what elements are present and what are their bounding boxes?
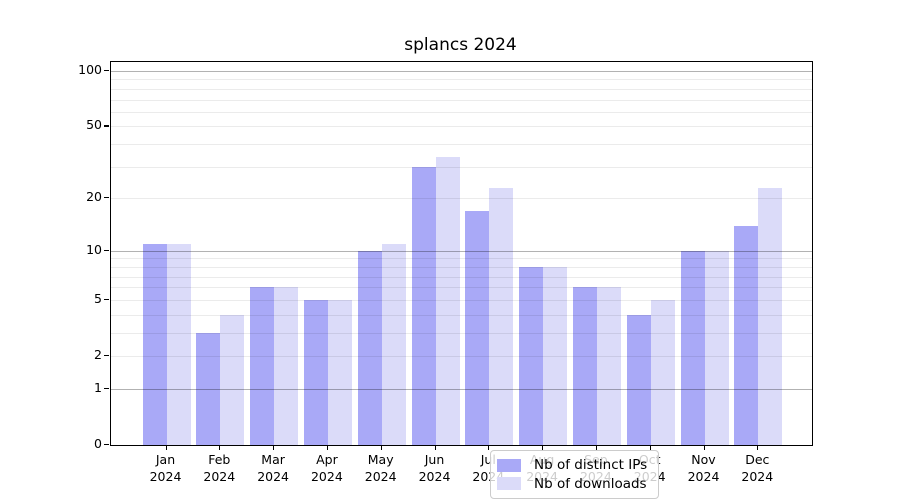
y-tick-mark-1 xyxy=(104,387,109,389)
bar-ips-mar xyxy=(250,287,275,445)
gridline-60 xyxy=(111,111,812,113)
x-tick-label-may: May 2024 xyxy=(364,452,397,484)
x-tick-label-mar: Mar 2024 xyxy=(257,452,289,484)
x-tick-mark-aug xyxy=(542,445,544,450)
gridline-80 xyxy=(111,88,812,90)
x-tick-label-jan: Jan 2024 xyxy=(149,452,182,484)
bar-ips-may xyxy=(357,250,382,445)
y-tick-label-10: 10 xyxy=(86,241,102,257)
y-tick-label-1: 1 xyxy=(94,379,102,395)
bar-ips-oct xyxy=(626,314,651,445)
bar-ips-apr xyxy=(303,299,328,445)
legend-swatch-distinct-ips xyxy=(497,458,521,472)
gridline-70 xyxy=(111,99,812,101)
legend-entry-distinct-ips: Nb of distinct IPs xyxy=(497,457,650,473)
bar-ips-dec xyxy=(734,225,759,445)
y-tick-mark-100 xyxy=(104,70,109,72)
legend-entry-downloads: Nb of downloads xyxy=(497,476,650,492)
legend-swatch-downloads xyxy=(497,477,521,491)
gridline-4 xyxy=(111,314,812,316)
bar-ips-nov xyxy=(680,250,705,445)
x-tick-mark-sep xyxy=(595,445,598,450)
bar-ips-aug xyxy=(519,266,544,445)
y-tick-label-0: 0 xyxy=(94,436,102,451)
chart-title: splancs 2024 xyxy=(404,35,517,55)
x-tick-mark-jan xyxy=(165,445,167,450)
y-tick-label-5: 5 xyxy=(94,290,102,306)
bar-ips-jan xyxy=(142,243,167,445)
bar-dl-feb xyxy=(220,314,245,445)
bar-dl-oct xyxy=(650,299,675,445)
x-tick-mark-jun xyxy=(434,445,436,450)
y-tick-mark-0 xyxy=(104,444,109,446)
gridline-3 xyxy=(111,332,812,334)
y-tick-label-2: 2 xyxy=(94,347,102,362)
x-tick-label-jun: Jun 2024 xyxy=(418,452,451,484)
y-tick-mark-5 xyxy=(104,298,109,300)
y-tick-mark-10 xyxy=(104,249,109,251)
x-tick-label-feb: Feb 2024 xyxy=(203,452,236,484)
bar-dl-dec xyxy=(758,187,783,445)
bar-dl-mar xyxy=(274,287,299,445)
bar-dl-jun xyxy=(435,156,460,445)
bar-ips-jun xyxy=(411,166,436,445)
plot-area: Nb of distinct IPs Nb of downloads xyxy=(110,61,813,499)
gridline-20 xyxy=(111,198,812,200)
bar-ips-feb xyxy=(196,332,221,445)
legend: Nb of distinct IPs Nb of downloads xyxy=(490,450,659,499)
gridline-90 xyxy=(111,79,812,81)
x-tick-mark-apr xyxy=(326,445,329,450)
x-tick-mark-oct xyxy=(649,445,651,450)
y-tick-mark-2 xyxy=(104,355,109,357)
y-tick-mark-20 xyxy=(104,197,109,199)
gridline-40 xyxy=(111,144,812,146)
gridline-100 xyxy=(111,71,812,72)
y-tick-label-50: 50 xyxy=(86,117,102,133)
bar-dl-aug xyxy=(543,266,568,445)
x-tick-label-dec: Dec 2024 xyxy=(741,452,774,484)
x-tick-mark-mar xyxy=(273,445,275,450)
bar-ips-jul xyxy=(465,210,490,445)
x-tick-mark-feb xyxy=(219,445,221,450)
bar-dl-may xyxy=(381,243,406,445)
x-tick-mark-may xyxy=(380,445,382,450)
x-tick-mark-nov xyxy=(703,445,705,450)
gridline-8 xyxy=(111,266,812,268)
x-tick-label-apr: Apr 2024 xyxy=(310,452,343,484)
bar-dl-jul xyxy=(489,187,514,445)
bar-dl-sep xyxy=(596,287,621,445)
gridline-5 xyxy=(111,299,812,301)
bar-dl-jan xyxy=(166,243,191,445)
bar-ips-sep xyxy=(572,287,597,445)
bar-dl-nov xyxy=(704,250,729,445)
y-tick-mark-50 xyxy=(104,125,109,127)
x-tick-mark-jul xyxy=(488,445,490,450)
gridline-50 xyxy=(111,126,812,128)
gridline-7 xyxy=(111,276,812,278)
gridline-1 xyxy=(111,388,812,390)
gridline-2 xyxy=(111,356,812,357)
gridline-10 xyxy=(111,250,812,252)
gridline-6 xyxy=(111,287,812,289)
bar-dl-apr xyxy=(327,299,352,445)
legend-label-downloads: Nb of downloads xyxy=(534,475,647,492)
gridline-30 xyxy=(111,166,812,168)
y-tick-label-20: 20 xyxy=(86,189,102,205)
gridline-9 xyxy=(111,258,812,260)
legend-label-distinct-ips: Nb of distinct IPs xyxy=(534,457,648,474)
y-tick-label-100: 100 xyxy=(78,62,102,77)
x-tick-mark-dec xyxy=(757,445,759,450)
x-tick-label-nov: Nov 2024 xyxy=(687,452,720,484)
